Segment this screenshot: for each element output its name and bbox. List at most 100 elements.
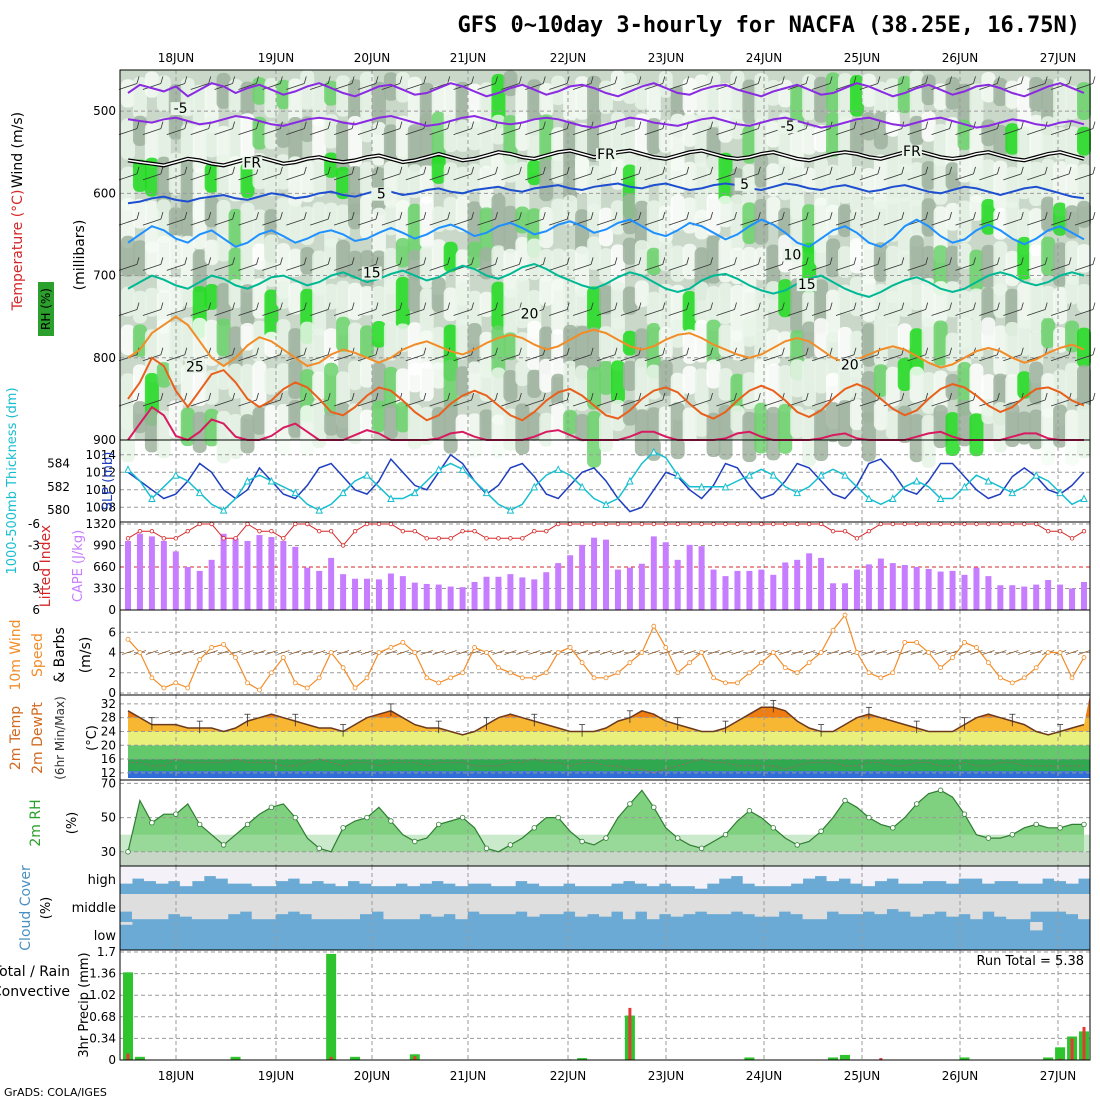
rh-cell [288, 399, 303, 438]
rh-marker [627, 801, 633, 807]
wind-barb-flag [160, 166, 164, 174]
wind-barb [286, 218, 305, 226]
wind-barb-flag [853, 121, 857, 129]
cloud-gap-middle [742, 894, 756, 915]
wind-speed-marker [268, 670, 274, 676]
wind-barb [931, 399, 950, 407]
wind-barb [620, 309, 640, 316]
rh-cell [132, 115, 147, 146]
rh-cell [909, 328, 924, 376]
wind-barb [333, 83, 353, 90]
wind-barb-flag [160, 392, 164, 401]
thickness-marker [267, 476, 276, 485]
wind-barb [668, 218, 687, 226]
wind-barb-flag [805, 121, 809, 129]
rh-cell [945, 202, 960, 231]
wind-speed-marker [854, 650, 860, 655]
cloud-gap-high [371, 866, 384, 887]
cloud-gap-middle [587, 894, 600, 915]
wind-barb-flag [686, 257, 690, 265]
rh-cell [634, 200, 649, 250]
cloud-gap-middle [215, 894, 229, 920]
wind-speed-marker [364, 675, 370, 681]
wind-barb [1027, 83, 1046, 90]
rh-cell [491, 281, 506, 330]
wind-speed-marker [591, 675, 597, 681]
wind-speed-marker [974, 645, 979, 650]
wind-speed-marker [543, 670, 549, 676]
rh-cell [1065, 164, 1080, 213]
cloud-gap-middle [1054, 894, 1067, 912]
rh-cell [1077, 365, 1091, 410]
thickness-marker [1056, 488, 1064, 497]
cape-bar [758, 569, 765, 610]
wind-barb-flag [351, 302, 355, 310]
y-tick-label: 16 [101, 752, 116, 766]
wind-barb [668, 83, 687, 90]
rh-cell [156, 362, 171, 388]
precip-total-bar [959, 1057, 970, 1060]
contour-label: FR [243, 155, 261, 171]
wind-barb [429, 309, 448, 316]
lifted-index-marker [890, 521, 895, 527]
rh-cell [873, 364, 888, 397]
rh-cell [873, 201, 888, 253]
wind-barb-flag [256, 392, 259, 401]
wind-barb [1050, 83, 1070, 90]
wind-barb-flag [303, 76, 307, 84]
wind-barb-10m [1018, 650, 1031, 655]
rh-cell [563, 248, 578, 278]
wind-barb-flag [327, 166, 331, 174]
wind-speed-marker [878, 675, 884, 681]
thickness-marker [984, 476, 993, 485]
rh-cell [180, 123, 195, 164]
thickness-marker [219, 506, 228, 514]
y-tick-label: 2 [108, 666, 116, 680]
wind-barb [811, 218, 831, 226]
wind-barb-flag [232, 257, 235, 265]
rh-cell [718, 117, 733, 143]
wind-speed-marker [340, 665, 346, 671]
rh-cell [1041, 408, 1056, 466]
temp-mask-edge [120, 695, 128, 780]
lifted-index-marker [149, 528, 155, 534]
rh-cell [646, 407, 661, 461]
cloud-gap-high [227, 866, 241, 884]
wind-barb [190, 354, 209, 362]
wind-barb-flag [805, 212, 809, 220]
rh-marker [651, 804, 657, 811]
precip-total-bar [744, 1057, 755, 1060]
cape-bar [1081, 581, 1087, 610]
wind-barb-flag [973, 302, 976, 310]
rh-cell [288, 282, 303, 315]
wind-barb-flag [256, 347, 259, 355]
cloud-gap-high [706, 866, 720, 884]
wind-speed-marker [723, 680, 728, 686]
wind-barb-flag [447, 76, 451, 84]
cape-bar [328, 557, 335, 610]
rh-cell [503, 288, 518, 338]
wind-barb-flag [566, 76, 570, 84]
lifted-index-marker [723, 521, 728, 527]
lifted-index-marker [759, 521, 764, 527]
contour-label: -5 [781, 119, 795, 135]
cloud-gap-middle [503, 894, 516, 915]
cape-bar [543, 572, 550, 610]
thickness-marker [291, 488, 300, 497]
y-tick-label-right: 1014 [85, 448, 116, 462]
rh-cell [718, 282, 733, 325]
rh-cell [539, 412, 554, 447]
cape-bar [232, 538, 239, 610]
rh-cell [132, 324, 147, 357]
cloud-gap-middle [754, 894, 768, 917]
rh-cell [838, 284, 852, 314]
wind-barb-flag [901, 166, 905, 174]
wind-barb-10m [384, 650, 398, 655]
wind-barb [859, 399, 879, 407]
rh-cell [622, 72, 637, 104]
rh-cell [240, 240, 255, 293]
rh-cell [312, 83, 327, 127]
wind-barb [931, 83, 950, 90]
rh-cell [969, 288, 984, 320]
wind-barb-flag [447, 121, 451, 129]
